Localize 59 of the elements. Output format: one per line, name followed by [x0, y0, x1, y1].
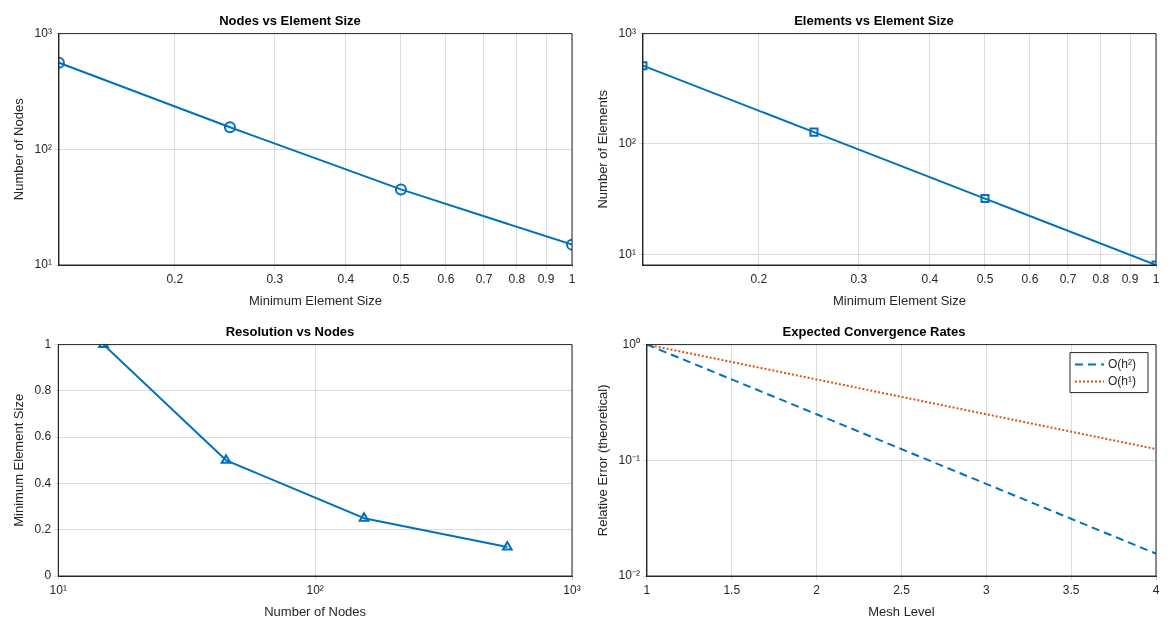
- x-axis-title: Minimum Element Size: [249, 292, 382, 308]
- x-tick-label: 2: [813, 582, 821, 597]
- x-tick-label: 0.4: [921, 271, 939, 286]
- x-tick-label: 0.9: [537, 271, 555, 286]
- point: [980, 194, 990, 204]
- x-tick-label: 1: [643, 582, 651, 597]
- y-tick-label: 10³: [618, 25, 636, 40]
- chart-title: Resolution vs Nodes: [225, 324, 355, 340]
- x-axis-title: Minimum Element Size: [833, 292, 966, 308]
- x-tick-label: 10³: [563, 582, 581, 597]
- y-tick-label: 0.2: [34, 522, 52, 537]
- y-tick-label: 10⁻¹: [618, 452, 640, 467]
- x-tick-label: 0.6: [437, 271, 455, 286]
- x-tick-label: 1.5: [723, 582, 741, 597]
- x-tick-label: 0.6: [1021, 271, 1039, 286]
- y-tick-label: 0.8: [34, 383, 52, 398]
- y-tick-label: 1: [44, 336, 52, 351]
- x-tick-label: 1: [568, 271, 576, 286]
- x-tick-label: 0.8: [508, 271, 526, 286]
- x-tick-label: 4: [1152, 582, 1160, 597]
- x-tick-label: 1: [1152, 271, 1160, 286]
- chart-title: Elements vs Element Size: [794, 13, 954, 29]
- line-series: [646, 344, 1156, 555]
- y-tick-label: 0.4: [34, 475, 52, 490]
- x-tick-label: 0.7: [1059, 271, 1077, 286]
- x-tick-label: 0.3: [266, 271, 284, 286]
- y-tick-label: 10¹: [618, 246, 636, 261]
- x-tick-label: 0.4: [337, 271, 355, 286]
- y-tick-label: 10¹: [34, 257, 52, 272]
- y-tick-label: 10³: [34, 25, 52, 40]
- x-tick-label: 0.2: [750, 271, 768, 286]
- y-tick-label: 0: [44, 568, 52, 583]
- y-tick-label: 0.6: [34, 429, 52, 444]
- x-tick-label: 0.8: [1092, 271, 1110, 286]
- x-tick-label: 0.5: [392, 271, 410, 286]
- x-tick-label: 0.3: [850, 271, 868, 286]
- x-tick-label: 3: [982, 582, 990, 597]
- y-axis-title: Number of Nodes: [11, 97, 27, 201]
- x-tick-label: 0.9: [1121, 271, 1139, 286]
- y-tick-label: 10²: [618, 136, 636, 151]
- x-tick-label: 0.7: [475, 271, 493, 286]
- x-tick-label: 0.2: [166, 271, 184, 286]
- y-axis-title: Minimum Element Size: [11, 393, 27, 527]
- x-tick-label: 2.5: [893, 582, 911, 597]
- x-tick-label: 0.5: [976, 271, 994, 286]
- y-tick-label: 10⁻²: [618, 568, 640, 583]
- y-tick-label: 10²: [34, 141, 52, 156]
- x-tick-label: 3.5: [1062, 582, 1080, 597]
- y-tick-label: 10⁰: [622, 336, 640, 351]
- legend-label: O(h²): [1108, 356, 1136, 371]
- chart-title: Expected Convergence Rates: [782, 324, 966, 340]
- point: [809, 127, 819, 137]
- y-axis-title: Number of Elements: [595, 89, 611, 209]
- x-axis-title: Mesh Level: [868, 603, 935, 619]
- x-tick-label: 10²: [306, 582, 324, 597]
- chart-title: Nodes vs Element Size: [219, 13, 361, 29]
- legend-label: O(h¹): [1108, 373, 1136, 388]
- y-axis-title: Relative Error (theoretical): [595, 384, 611, 537]
- x-axis-title: Number of Nodes: [264, 603, 367, 619]
